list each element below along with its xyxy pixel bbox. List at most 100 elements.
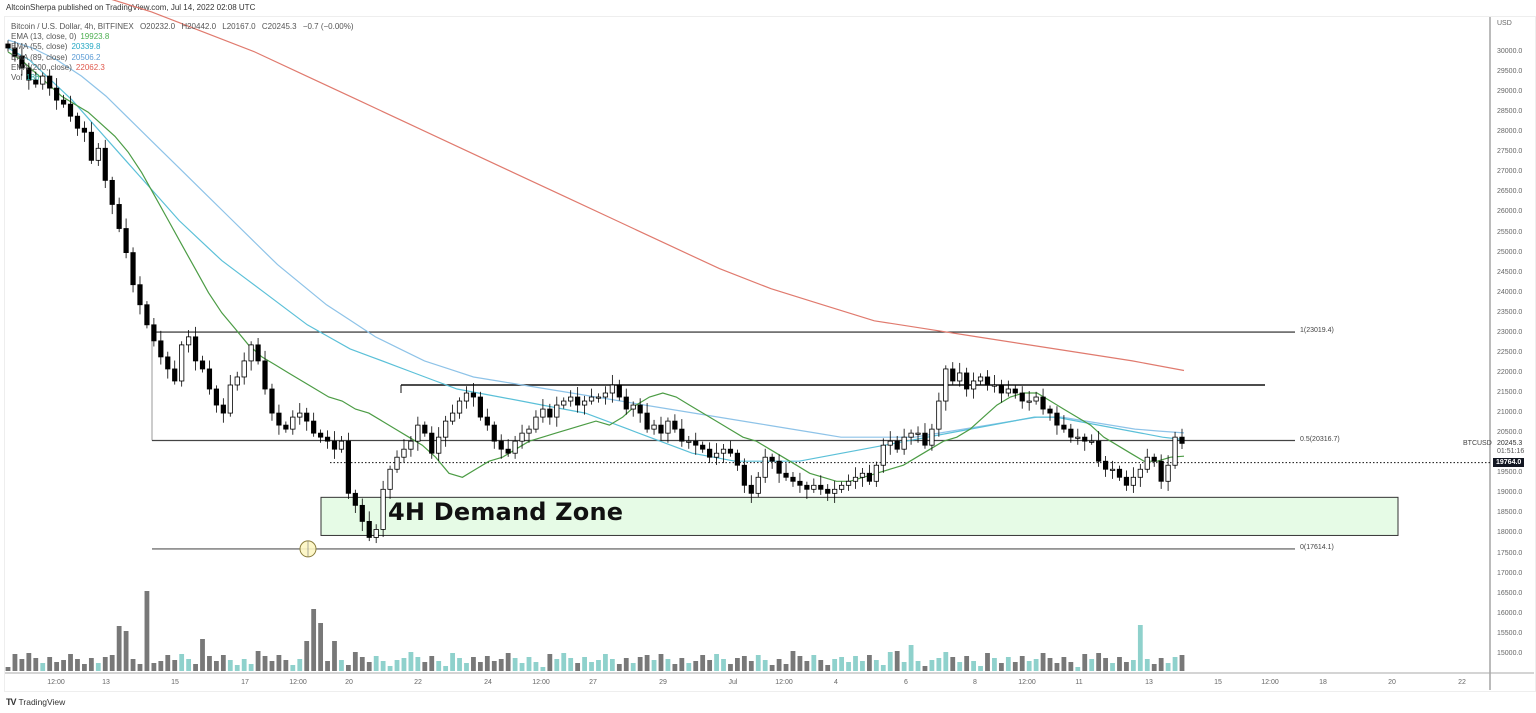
candle[interactable]: [151, 324, 157, 342]
candle[interactable]: [1019, 392, 1025, 402]
candle[interactable]: [394, 456, 400, 470]
candle[interactable]: [894, 440, 900, 450]
candle[interactable]: [915, 432, 921, 435]
candle[interactable]: [588, 396, 595, 402]
candle[interactable]: [561, 400, 567, 406]
candle[interactable]: [158, 340, 164, 358]
candle[interactable]: [241, 360, 247, 378]
candle[interactable]: [568, 396, 574, 402]
candle[interactable]: [845, 480, 852, 486]
candle[interactable]: [602, 392, 609, 398]
candle[interactable]: [887, 440, 893, 446]
candle[interactable]: [734, 452, 741, 466]
candle[interactable]: [637, 404, 643, 414]
demand-zone-box[interactable]: [320, 496, 1399, 536]
candle[interactable]: [311, 420, 317, 434]
candle[interactable]: [5, 43, 11, 49]
candle[interactable]: [755, 476, 761, 494]
candle[interactable]: [665, 420, 671, 434]
candle[interactable]: [477, 396, 483, 418]
candle[interactable]: [345, 440, 351, 494]
candle[interactable]: [950, 368, 956, 382]
candle[interactable]: [984, 376, 991, 386]
candle[interactable]: [936, 400, 942, 430]
candle[interactable]: [484, 416, 490, 426]
candle[interactable]: [262, 360, 268, 390]
candle[interactable]: [130, 252, 136, 286]
candle[interactable]: [1179, 436, 1185, 444]
candle[interactable]: [1137, 468, 1143, 478]
candle[interactable]: [88, 131, 94, 161]
candle[interactable]: [804, 484, 810, 490]
tradingview-branding[interactable]: TV TradingView: [6, 697, 65, 707]
candle[interactable]: [470, 392, 477, 398]
candle[interactable]: [1144, 456, 1150, 470]
candle[interactable]: [422, 424, 428, 434]
candle[interactable]: [359, 504, 365, 522]
candle[interactable]: [630, 404, 636, 410]
candle[interactable]: [818, 484, 824, 490]
candle[interactable]: [977, 376, 984, 382]
candle[interactable]: [199, 360, 206, 370]
candle[interactable]: [1158, 460, 1164, 482]
candle[interactable]: [651, 424, 657, 430]
candle[interactable]: [1102, 460, 1109, 470]
candle[interactable]: [1033, 396, 1039, 402]
candle[interactable]: [762, 456, 768, 478]
candle[interactable]: [713, 452, 720, 458]
candle[interactable]: [943, 368, 949, 402]
candle[interactable]: [1172, 436, 1178, 466]
candle[interactable]: [748, 484, 754, 494]
candle[interactable]: [908, 432, 914, 438]
candle[interactable]: [741, 464, 747, 486]
candle[interactable]: [248, 344, 254, 362]
candle[interactable]: [95, 147, 101, 161]
candle[interactable]: [672, 420, 678, 430]
candle[interactable]: [1047, 408, 1053, 414]
candle[interactable]: [290, 416, 296, 430]
candle[interactable]: [172, 368, 178, 382]
candle[interactable]: [387, 468, 393, 490]
candle[interactable]: [616, 384, 622, 398]
candle[interactable]: [797, 480, 803, 486]
candle[interactable]: [1151, 456, 1157, 462]
candle[interactable]: [429, 432, 435, 454]
candle[interactable]: [144, 304, 150, 326]
candle[interactable]: [415, 424, 421, 442]
candle[interactable]: [74, 115, 81, 129]
candle[interactable]: [449, 412, 456, 422]
candle[interactable]: [540, 408, 546, 418]
candle[interactable]: [1082, 436, 1088, 442]
candle[interactable]: [1165, 464, 1171, 482]
candle[interactable]: [595, 396, 602, 399]
candle[interactable]: [366, 521, 372, 538]
candle[interactable]: [769, 456, 775, 462]
candle[interactable]: [1068, 428, 1074, 438]
candle[interactable]: [832, 488, 838, 494]
candle[interactable]: [991, 384, 998, 387]
candle[interactable]: [1130, 476, 1136, 486]
candle[interactable]: [679, 428, 685, 442]
candle[interactable]: [839, 484, 845, 490]
candle[interactable]: [575, 396, 581, 406]
candle[interactable]: [1054, 412, 1060, 426]
candle[interactable]: [401, 448, 407, 458]
legend-ema55[interactable]: EMA (55, close) 20339.8: [11, 42, 101, 52]
candle[interactable]: [1026, 400, 1032, 403]
candle[interactable]: [581, 400, 588, 406]
candle[interactable]: [324, 436, 331, 442]
candle[interactable]: [498, 440, 504, 450]
candle[interactable]: [1089, 440, 1095, 443]
candle[interactable]: [1061, 424, 1067, 430]
candle[interactable]: [116, 204, 122, 229]
candle[interactable]: [109, 179, 115, 205]
candle[interactable]: [123, 228, 129, 254]
candle[interactable]: [255, 344, 261, 362]
candle[interactable]: [727, 448, 734, 454]
candle[interactable]: [1012, 388, 1018, 394]
candle[interactable]: [1096, 440, 1102, 462]
candle[interactable]: [81, 127, 88, 133]
candle[interactable]: [54, 87, 60, 101]
candle[interactable]: [373, 529, 379, 538]
